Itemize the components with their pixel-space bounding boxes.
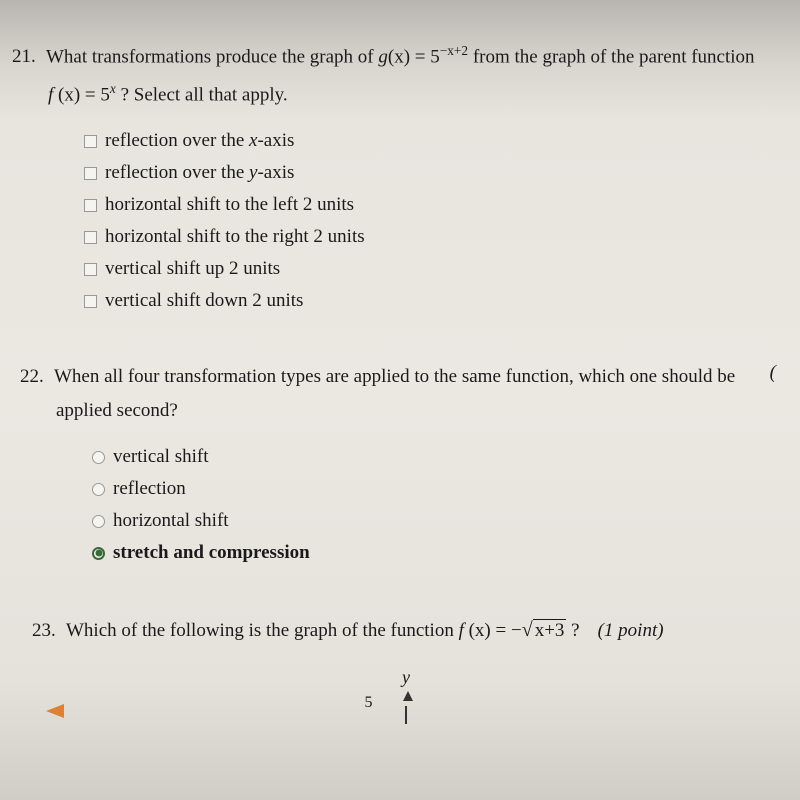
- curve-arrow-icon: [46, 704, 64, 718]
- q23-f-var: f: [459, 620, 469, 641]
- q21-option-label: reflection over the x-axis: [105, 130, 294, 152]
- q23-sqrt-arg: x+3: [533, 619, 567, 641]
- checkbox-icon[interactable]: [84, 263, 97, 276]
- q22-option-label: stretch and compression: [113, 542, 310, 564]
- q21-options: reflection over the x-axis reflection ov…: [84, 130, 780, 312]
- q21-option-row[interactable]: reflection over the y-axis: [84, 162, 780, 184]
- radio-icon-selected[interactable]: [92, 547, 105, 560]
- checkbox-icon[interactable]: [84, 231, 97, 244]
- radio-icon[interactable]: [92, 451, 105, 464]
- sqrt-icon: √: [522, 619, 533, 641]
- opt-post: -axis: [257, 162, 294, 183]
- q21-prompt: What transformations produce the graph o…: [46, 40, 755, 73]
- q22-option-label: vertical shift: [113, 446, 209, 468]
- q21-fx: (x) = 5: [58, 84, 110, 105]
- q23-number: 23.: [32, 620, 60, 642]
- q22-prompt: When all four transformation types are a…: [54, 362, 735, 392]
- q23-points: (1 point): [598, 620, 664, 641]
- q21-text-part2: from the graph of the parent function: [468, 46, 754, 67]
- q22-option-label: reflection: [113, 478, 186, 500]
- paren-marker: (: [770, 362, 776, 384]
- checkbox-icon[interactable]: [84, 199, 97, 212]
- q23-prompt: Which of the following is the graph of t…: [66, 614, 664, 646]
- q22-option-label: horizontal shift: [113, 510, 229, 532]
- q22-header: 22. When all four transformation types a…: [20, 362, 780, 392]
- q22-option-row[interactable]: reflection: [92, 478, 780, 500]
- q22-line2: applied second?: [56, 400, 780, 422]
- q21-option-label: horizontal shift to the left 2 units: [105, 194, 354, 216]
- checkbox-icon[interactable]: [84, 135, 97, 148]
- q21-option-row[interactable]: horizontal shift to the left 2 units: [84, 194, 780, 216]
- axis-arrow-icon: [403, 691, 413, 701]
- question-22: ( 22. When all four transformation types…: [20, 362, 780, 564]
- q23-text-part1: Which of the following is the graph of t…: [66, 620, 459, 641]
- q22-number: 22.: [20, 366, 48, 388]
- opt-post: -axis: [257, 130, 294, 151]
- question-21: 21. What transformations produce the gra…: [12, 40, 780, 312]
- opt-pre: reflection over the: [105, 162, 249, 183]
- y-axis-label: y: [32, 667, 780, 688]
- q22-option-row[interactable]: stretch and compression: [92, 542, 780, 564]
- q22-options: vertical shift reflection horizontal shi…: [92, 446, 780, 564]
- checkbox-icon[interactable]: [84, 167, 97, 180]
- q22-option-row[interactable]: horizontal shift: [92, 510, 780, 532]
- radio-icon[interactable]: [92, 483, 105, 496]
- question-23: 23. Which of the following is the graph …: [32, 614, 780, 717]
- q21-option-row[interactable]: vertical shift down 2 units: [84, 290, 780, 312]
- q21-option-label: reflection over the y-axis: [105, 162, 294, 184]
- q22-option-row[interactable]: vertical shift: [92, 446, 780, 468]
- checkbox-icon[interactable]: [84, 295, 97, 308]
- q23-header: 23. Which of the following is the graph …: [32, 614, 780, 646]
- q21-f-var: f: [48, 84, 58, 105]
- q21-line2: f (x) = 5x ? Select all that apply.: [48, 81, 780, 106]
- q21-rest: ? Select all that apply.: [116, 84, 288, 105]
- q21-header: 21. What transformations produce the gra…: [12, 40, 780, 73]
- q21-option-row[interactable]: reflection over the x-axis: [84, 130, 780, 152]
- q23-fx: (x) = −: [469, 620, 522, 641]
- q21-option-label: vertical shift up 2 units: [105, 258, 280, 280]
- opt-pre: reflection over the: [105, 130, 249, 151]
- q21-option-label: horizontal shift to the right 2 units: [105, 226, 365, 248]
- q21-option-row[interactable]: vertical shift up 2 units: [84, 258, 780, 280]
- q23-graph: y 5: [32, 667, 780, 718]
- q21-option-row[interactable]: horizontal shift to the right 2 units: [84, 226, 780, 248]
- q21-exponent: −x+2: [440, 43, 468, 58]
- q21-g-var: g: [378, 46, 388, 67]
- q21-gx: (x) = 5: [388, 46, 440, 67]
- tick-5: 5: [365, 694, 373, 712]
- radio-icon[interactable]: [92, 515, 105, 528]
- q21-option-label: vertical shift down 2 units: [105, 290, 303, 312]
- q21-number: 21.: [12, 46, 40, 68]
- y-axis-line: [405, 706, 407, 724]
- q21-text-part1: What transformations produce the graph o…: [46, 46, 378, 67]
- q23-text-part2: ?: [566, 620, 579, 641]
